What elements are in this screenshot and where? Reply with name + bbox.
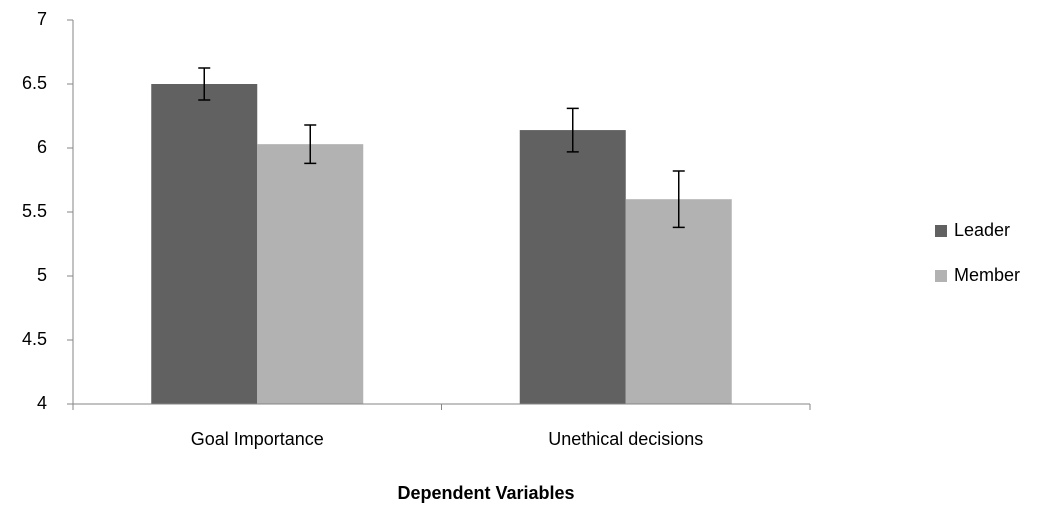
y-tick-label: 5	[37, 265, 47, 285]
y-tick-label: 4	[37, 393, 47, 413]
y-tick-label: 7	[37, 9, 47, 29]
x-axis-label: Dependent Variables	[397, 483, 574, 503]
bar	[519, 130, 626, 404]
error-bar	[672, 170, 685, 229]
x-tick-label: Goal Importance	[191, 429, 324, 449]
error-bar	[566, 107, 579, 153]
legend-label: Member	[954, 265, 1020, 285]
y-tick-label: 5.5	[22, 201, 47, 221]
bar	[257, 144, 364, 404]
error-bar	[304, 124, 317, 165]
y-tick-label: 6.5	[22, 73, 47, 93]
y-tick-label: 4.5	[22, 329, 47, 349]
legend-label: Leader	[954, 220, 1010, 240]
y-tick-label: 6	[37, 137, 47, 157]
x-tick-label: Unethical decisions	[548, 429, 703, 449]
bar	[151, 84, 258, 404]
error-bar	[198, 67, 211, 101]
legend-swatch	[935, 270, 947, 282]
bar	[625, 199, 732, 404]
legend-swatch	[935, 225, 947, 237]
